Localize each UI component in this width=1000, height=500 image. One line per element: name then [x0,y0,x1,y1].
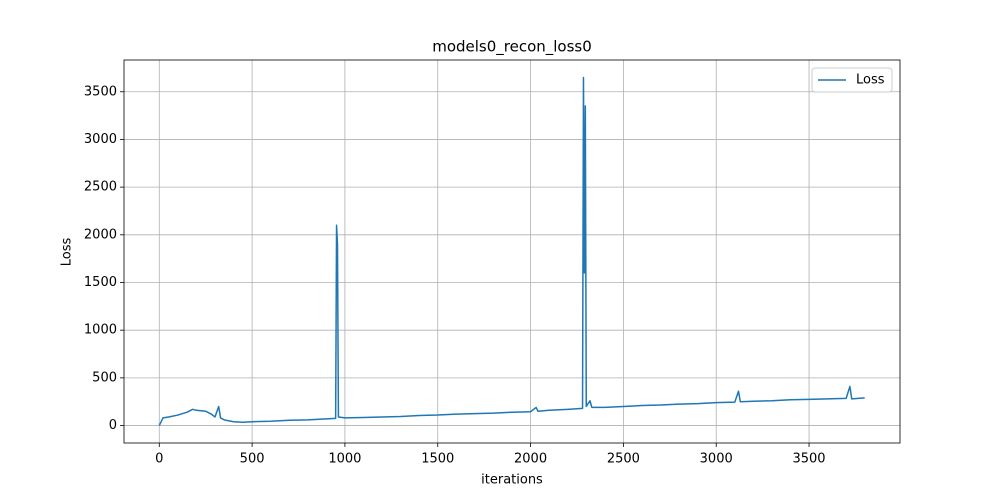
x-tick-label: 3500 [792,452,825,467]
y-axis-label: Loss [60,238,75,267]
y-tick-label: 500 [92,370,117,385]
y-tick-label: 1500 [84,275,117,290]
x-axis-label: iterations [481,473,543,488]
x-tick-label: 0 [155,452,163,467]
line [158,76,865,426]
y-tick-label: 0 [109,418,117,433]
x-tick-label: 2500 [607,452,640,467]
y-tick-label: 1000 [84,323,117,338]
x-tick-label: 2000 [514,452,547,467]
x-tick-label: 3000 [700,452,733,467]
legend-box [811,67,893,93]
x-tick-label: 1500 [421,452,454,467]
legend-label: Loss [856,73,885,88]
x-tick-label: 500 [240,452,265,467]
y-tick-label: 2000 [84,227,117,242]
plot-frame [123,59,901,444]
chart-title: models0_recon_loss0 [432,38,592,57]
y-tick-label: 3500 [84,84,117,99]
x-tick-label: 1000 [328,452,361,467]
y-tick-label: 3000 [84,132,117,147]
y-tick-label: 2500 [84,180,117,195]
